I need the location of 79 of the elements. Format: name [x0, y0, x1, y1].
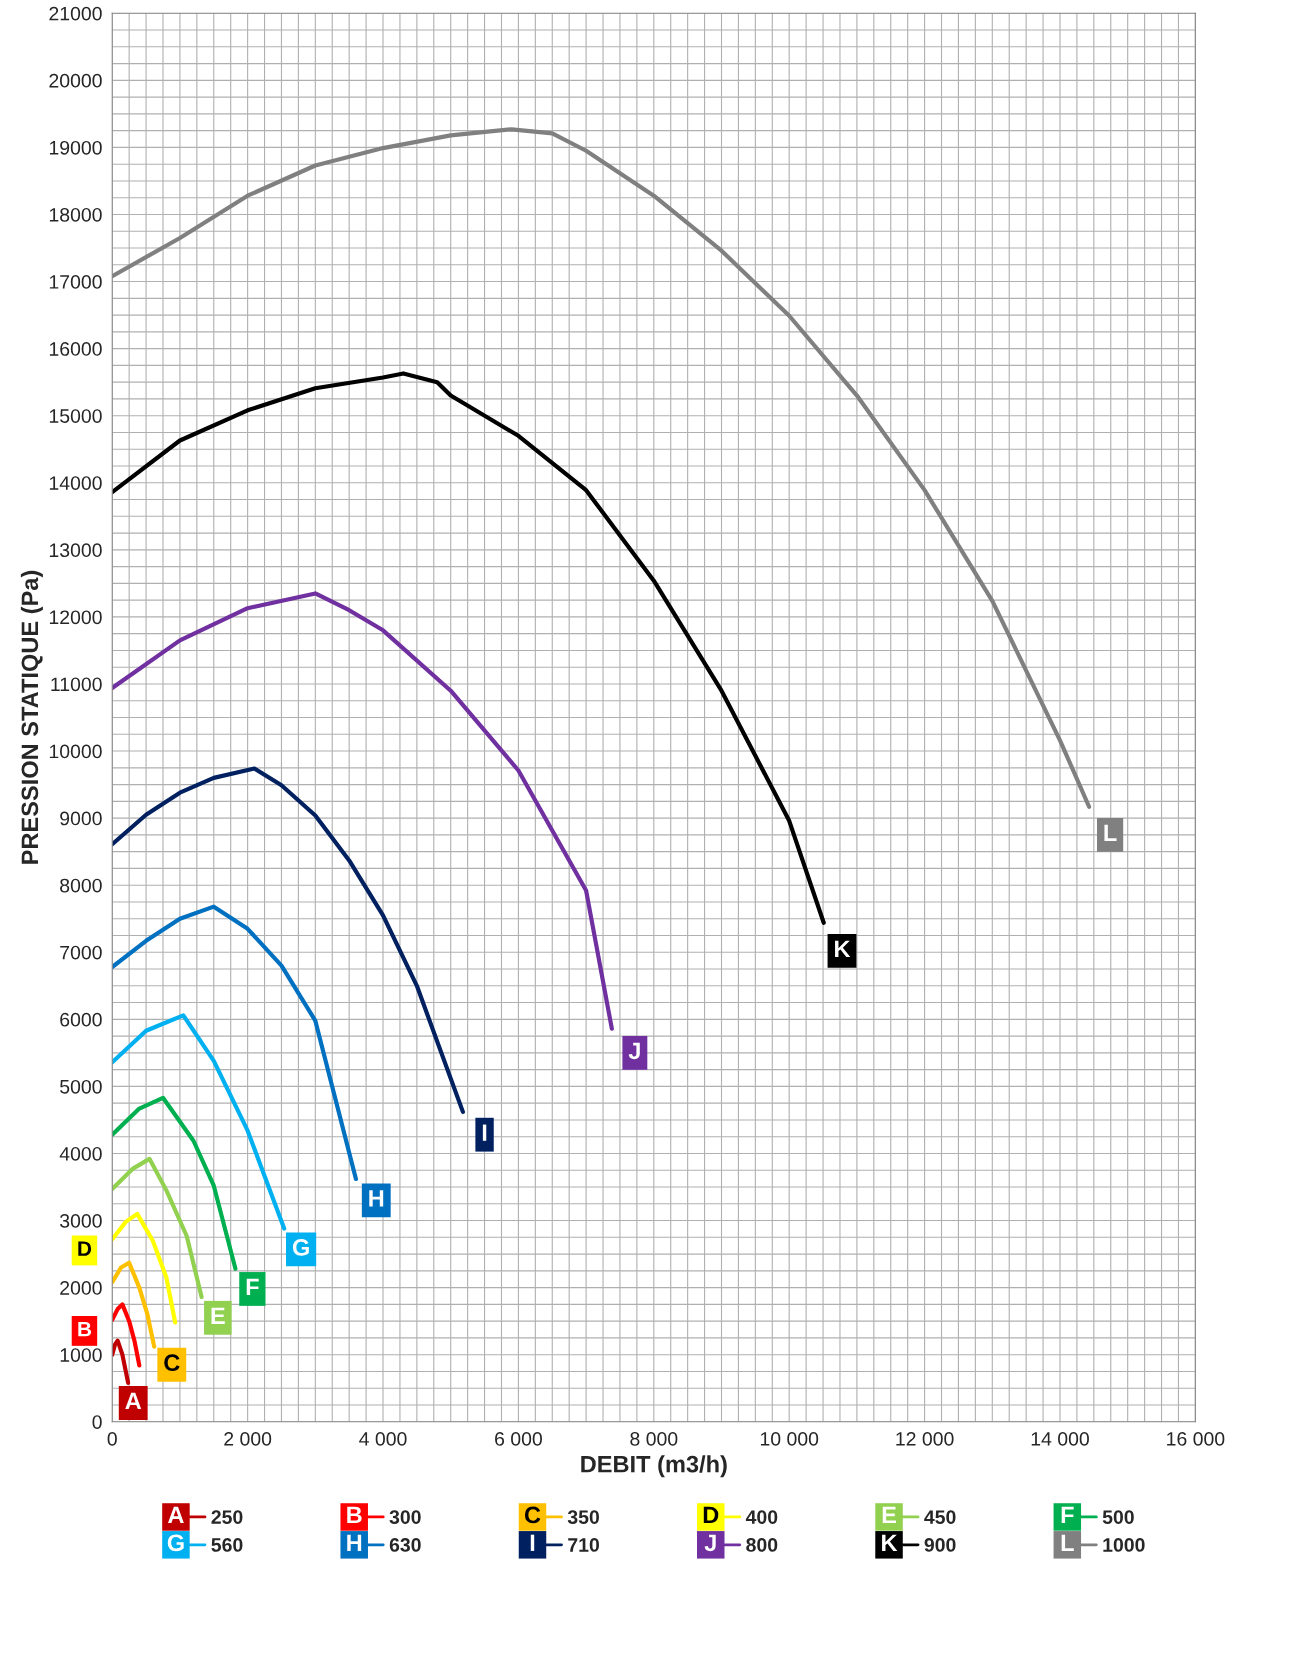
- x-tick-label: 10 000: [760, 1432, 819, 1446]
- annotation: E: [211, 1307, 225, 1324]
- x-axis-title: DEBIT (m3/h): [581, 1455, 727, 1478]
- text: K: [882, 1534, 898, 1551]
- y-tick-label: 17000: [49, 275, 102, 289]
- y-tick-label: 14000: [49, 476, 102, 491]
- line-series: [112, 766, 465, 1114]
- annotation: C: [164, 1354, 180, 1372]
- y-tick-label: 1000: [60, 1348, 102, 1362]
- y-tick-label: 9000: [60, 811, 102, 826]
- x-tick-label: 14 000: [1031, 1432, 1089, 1446]
- x-tick-label: 8 000: [630, 1432, 678, 1446]
- annotation: H: [369, 1190, 384, 1207]
- y-tick-label: 13000: [49, 543, 102, 558]
- y-tick-label: 0: [92, 1415, 102, 1429]
- y-tick-label: 21000: [49, 6, 102, 21]
- text: G: [167, 1534, 184, 1552]
- legend-label: 400: [745, 1510, 778, 1524]
- line-series: [112, 371, 826, 925]
- text: J: [704, 1534, 716, 1552]
- line-series: [112, 1156, 204, 1300]
- text: C: [524, 1506, 541, 1524]
- legend-label: 1000: [1103, 1538, 1145, 1552]
- x-tick-label: 12 000: [896, 1432, 954, 1446]
- annotation: K: [835, 940, 851, 958]
- y-tick-label: 15000: [49, 409, 102, 423]
- y-tick-label: 2000: [60, 1281, 102, 1295]
- annotation: G: [292, 1239, 309, 1256]
- y-tick-label: 11000: [51, 677, 102, 692]
- text: F: [1061, 1506, 1074, 1524]
- y-axis-title: PRESSION STATIQUE (Pa): [20, 570, 43, 864]
- legend-label: 800: [746, 1538, 778, 1552]
- legend-label: 450: [924, 1510, 956, 1524]
- x-tick-label: 2 000: [224, 1432, 272, 1446]
- y-tick-label: 7000: [60, 945, 102, 960]
- legend-label: 350: [567, 1510, 599, 1524]
- line-series: [112, 1095, 238, 1271]
- x-tick-label: 6 000: [495, 1432, 542, 1446]
- line-series: [112, 1013, 287, 1231]
- y-tick-label: 8000: [60, 878, 102, 893]
- line-series: [112, 904, 359, 1182]
- y-tick-label: 4000: [59, 1146, 102, 1161]
- legend-label: 900: [924, 1538, 956, 1552]
- y-tick-label: 16000: [49, 342, 102, 356]
- text: D: [78, 1241, 92, 1256]
- legend-label: 250: [211, 1510, 243, 1524]
- annotation: F: [246, 1278, 259, 1296]
- annotation: J: [628, 1042, 640, 1060]
- y-tick-label: 20000: [49, 73, 102, 88]
- y-tick-label: 19000: [49, 140, 102, 155]
- legend-label: 630: [389, 1538, 421, 1552]
- text: B: [347, 1506, 362, 1524]
- legend-label: 560: [211, 1538, 243, 1552]
- annotation: I: [482, 1124, 487, 1141]
- y-tick-label: 6000: [60, 1012, 102, 1027]
- line-series: [112, 1260, 157, 1349]
- x-tick-label: 16 000: [1167, 1432, 1225, 1446]
- text: H: [347, 1534, 362, 1551]
- y-tick-label: 18000: [49, 207, 102, 222]
- x-tick-label: 0: [107, 1432, 117, 1446]
- text: D: [703, 1506, 719, 1524]
- legend-label: 710: [568, 1538, 599, 1552]
- line-series: [112, 1211, 178, 1325]
- x-tick-label: 4 000: [359, 1432, 407, 1446]
- legend-label: 500: [1102, 1510, 1134, 1524]
- text: I: [530, 1534, 535, 1551]
- y-tick-label: 12000: [49, 610, 102, 625]
- y-tick-label: 3000: [60, 1214, 102, 1228]
- text: A: [168, 1506, 184, 1524]
- line-series: [112, 1302, 142, 1368]
- text: E: [882, 1506, 896, 1524]
- annotation: L: [1104, 824, 1117, 841]
- text: L: [1061, 1534, 1074, 1551]
- annotation: A: [125, 1392, 142, 1410]
- y-tick-label: 10000: [49, 744, 102, 759]
- text: B: [78, 1321, 92, 1337]
- legend-label: 300: [389, 1510, 421, 1524]
- line-series: [112, 591, 614, 1031]
- y-tick-label: 5000: [60, 1079, 102, 1094]
